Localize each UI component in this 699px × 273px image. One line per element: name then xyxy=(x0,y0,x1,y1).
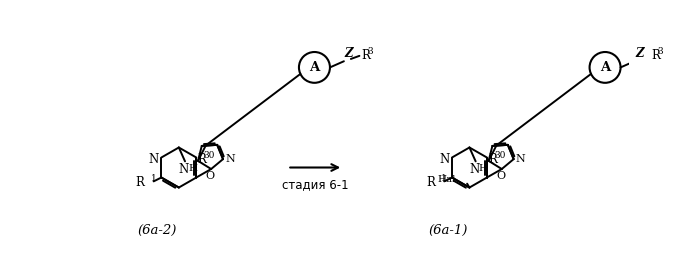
Text: R: R xyxy=(651,49,661,62)
Text: R: R xyxy=(136,176,144,189)
Text: A: A xyxy=(310,61,319,74)
Text: N: N xyxy=(149,153,159,165)
Text: Hal: Hal xyxy=(438,175,456,184)
Text: стадия 6-1: стадия 6-1 xyxy=(282,178,349,191)
Text: 30: 30 xyxy=(494,152,505,161)
Text: (6a-1): (6a-1) xyxy=(428,224,468,237)
Text: N: N xyxy=(440,153,449,165)
Text: 3: 3 xyxy=(658,47,663,56)
Text: Z: Z xyxy=(345,48,353,61)
Text: 30: 30 xyxy=(203,152,215,161)
Text: 1: 1 xyxy=(441,174,447,183)
Text: R: R xyxy=(197,153,206,166)
Text: H: H xyxy=(188,164,197,173)
Text: R: R xyxy=(426,176,435,189)
Text: R: R xyxy=(488,153,497,166)
Text: (6a-2): (6a-2) xyxy=(138,224,177,237)
Text: N: N xyxy=(516,154,526,164)
Text: N: N xyxy=(178,163,189,176)
Text: N: N xyxy=(469,163,480,176)
Text: H: H xyxy=(479,164,488,173)
Text: O: O xyxy=(206,171,215,181)
Text: R: R xyxy=(361,49,370,62)
Text: N: N xyxy=(225,154,235,164)
Text: A: A xyxy=(600,61,610,74)
Text: Z: Z xyxy=(635,48,644,61)
Text: 1: 1 xyxy=(150,174,157,183)
Text: O: O xyxy=(496,171,505,181)
Text: 3: 3 xyxy=(367,47,373,56)
